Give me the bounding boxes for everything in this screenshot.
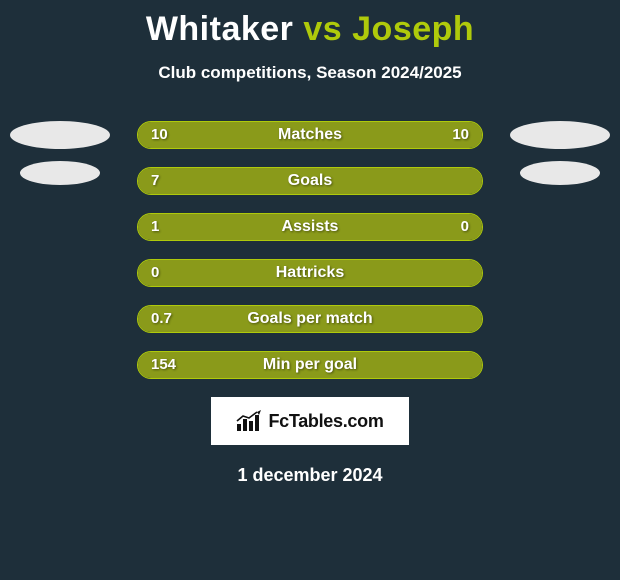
stat-bar-track [137, 167, 483, 195]
stat-row: Goals7 [137, 167, 483, 195]
stat-row: Min per goal154 [137, 351, 483, 379]
stat-bar-fill-left [138, 260, 482, 286]
badge-ellipse [510, 121, 610, 149]
logo-box: FcTables.com [211, 397, 409, 445]
stat-bar-track [137, 305, 483, 333]
stat-row: Assists10 [137, 213, 483, 241]
stat-row: Goals per match0.7 [137, 305, 483, 333]
title-player2: Joseph [352, 10, 474, 48]
stat-bar-fill-left [138, 306, 482, 332]
stat-bars: Matches1010 Goals7 Assists10 Hattricks0 Goal… [137, 121, 483, 379]
stat-bar-track [137, 121, 483, 149]
comparison-card: Whitaker vs Joseph Club competitions, Se… [0, 0, 620, 580]
stat-bar-track [137, 213, 483, 241]
stat-bar-fill-left [138, 168, 482, 194]
fctables-icon [236, 410, 262, 432]
stat-row: Hattricks0 [137, 259, 483, 287]
badge-ellipse [520, 161, 600, 185]
stat-bar-fill-right [310, 122, 482, 148]
badge-ellipse [10, 121, 110, 149]
stat-bar-track [137, 259, 483, 287]
stat-bar-fill-left [138, 352, 482, 378]
subtitle: Club competitions, Season 2024/2025 [0, 63, 620, 83]
logo-text: FcTables.com [268, 411, 383, 432]
player1-badge [10, 121, 110, 161]
stat-bar-track [137, 351, 483, 379]
stat-bar-fill-right [403, 214, 482, 240]
stat-bar-fill-left [138, 122, 310, 148]
title: Whitaker vs Joseph [0, 0, 620, 49]
badge-ellipse [20, 161, 100, 185]
date: 1 december 2024 [0, 465, 620, 486]
player2-badge [510, 121, 610, 161]
title-player1: Whitaker [146, 10, 294, 48]
stat-row: Matches1010 [137, 121, 483, 149]
title-vs: vs [303, 10, 342, 48]
stat-bar-fill-left [138, 214, 403, 240]
comparison-body: Matches1010 Goals7 Assists10 Hattricks0 Goal… [0, 121, 620, 486]
